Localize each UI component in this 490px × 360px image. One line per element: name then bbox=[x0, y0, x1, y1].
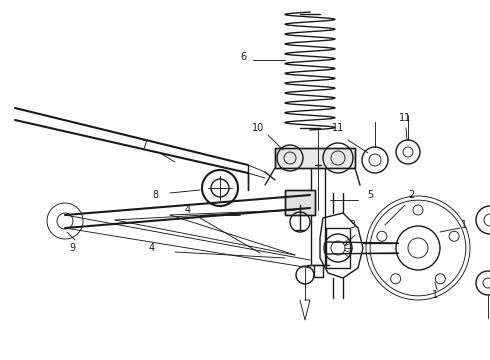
Text: 2: 2 bbox=[408, 190, 414, 200]
Text: 6: 6 bbox=[240, 52, 246, 62]
Text: 7: 7 bbox=[141, 140, 147, 150]
Text: 1: 1 bbox=[432, 290, 438, 300]
Text: 5: 5 bbox=[367, 190, 373, 200]
Text: 1: 1 bbox=[461, 220, 467, 230]
Text: 8: 8 bbox=[152, 190, 158, 200]
Text: 11: 11 bbox=[399, 113, 411, 123]
Text: 3: 3 bbox=[349, 220, 355, 230]
Polygon shape bbox=[275, 148, 355, 168]
Text: 4: 4 bbox=[149, 243, 155, 253]
Text: 4: 4 bbox=[185, 205, 191, 215]
Text: 9: 9 bbox=[69, 243, 75, 253]
Text: 10: 10 bbox=[252, 123, 264, 133]
Polygon shape bbox=[285, 190, 315, 215]
Text: 11: 11 bbox=[332, 123, 344, 133]
